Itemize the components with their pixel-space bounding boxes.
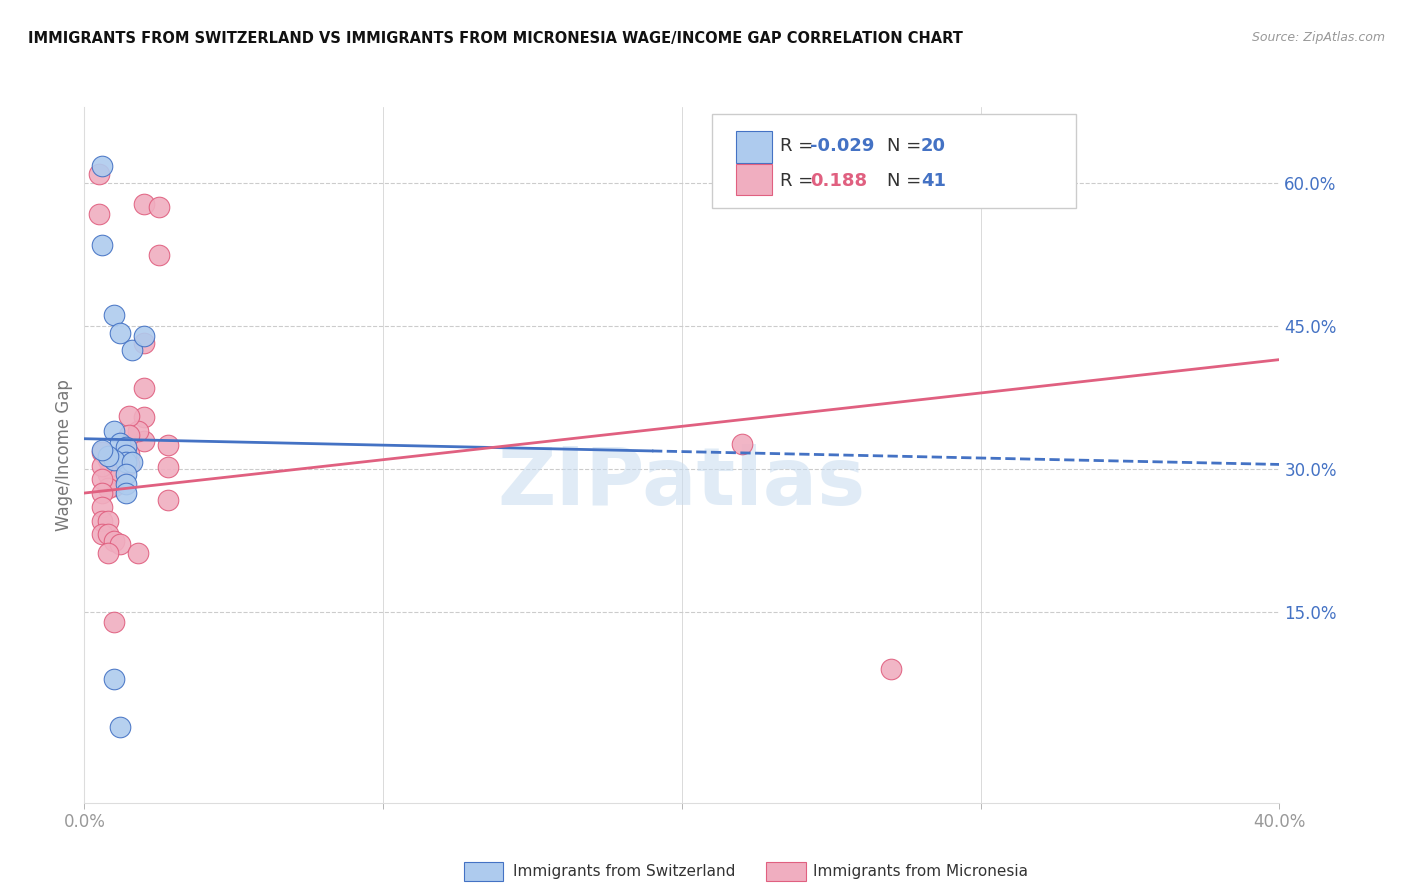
Point	[103, 479, 125, 493]
Point	[157, 492, 180, 507]
Point	[115, 486, 138, 500]
Point	[110, 450, 132, 465]
Point	[89, 207, 111, 221]
Text: -0.029: -0.029	[810, 136, 875, 155]
Point	[91, 445, 114, 459]
Point	[127, 546, 149, 560]
Text: Immigrants from Micronesia: Immigrants from Micronesia	[813, 864, 1028, 879]
Point	[731, 437, 754, 451]
Point	[91, 500, 114, 515]
Point	[103, 424, 125, 438]
Point	[110, 462, 132, 476]
Point	[110, 435, 132, 450]
Text: N =: N =	[887, 172, 928, 190]
Point	[110, 326, 132, 340]
Point	[132, 434, 156, 448]
Text: N =: N =	[887, 136, 928, 155]
Point	[127, 424, 149, 438]
Point	[103, 672, 125, 686]
Point	[103, 533, 125, 548]
Point	[115, 440, 138, 454]
Point	[110, 536, 132, 550]
Text: R =: R =	[780, 172, 818, 190]
Point	[110, 720, 132, 734]
Point	[132, 197, 156, 211]
Point	[91, 159, 114, 173]
Point	[132, 336, 156, 351]
Point	[97, 452, 120, 467]
FancyBboxPatch shape	[711, 114, 1077, 208]
Point	[103, 466, 125, 480]
Point	[118, 428, 141, 442]
Point	[97, 514, 120, 528]
Point	[132, 381, 156, 395]
Text: 0.188: 0.188	[810, 172, 868, 190]
Point	[97, 546, 120, 560]
Point	[91, 443, 114, 458]
Text: R =: R =	[780, 136, 818, 155]
Point	[97, 449, 120, 463]
Point	[97, 481, 120, 495]
Point	[115, 467, 138, 481]
Point	[115, 477, 138, 491]
Point	[103, 615, 125, 629]
Point	[103, 452, 125, 467]
Point	[121, 454, 143, 468]
Point	[115, 448, 138, 462]
Text: 41: 41	[921, 172, 946, 190]
Point	[91, 472, 114, 486]
Point	[91, 459, 114, 474]
Y-axis label: Wage/Income Gap: Wage/Income Gap	[55, 379, 73, 531]
Point	[103, 452, 125, 467]
Point	[132, 328, 156, 343]
Text: Immigrants from Switzerland: Immigrants from Switzerland	[513, 864, 735, 879]
Point	[115, 454, 138, 468]
FancyBboxPatch shape	[735, 131, 772, 162]
Point	[89, 167, 111, 181]
Point	[132, 409, 156, 424]
Text: IMMIGRANTS FROM SWITZERLAND VS IMMIGRANTS FROM MICRONESIA WAGE/INCOME GAP CORREL: IMMIGRANTS FROM SWITZERLAND VS IMMIGRANT…	[28, 31, 963, 46]
Point	[118, 409, 141, 423]
Point	[91, 514, 114, 528]
Point	[91, 527, 114, 541]
Point	[97, 467, 120, 481]
Point	[103, 308, 125, 322]
Text: 20: 20	[921, 136, 946, 155]
Text: ZIPatlas: ZIPatlas	[498, 443, 866, 522]
Point	[157, 460, 180, 475]
Text: Source: ZipAtlas.com: Source: ZipAtlas.com	[1251, 31, 1385, 45]
Point	[91, 486, 114, 500]
Point	[118, 447, 141, 461]
Point	[97, 527, 120, 541]
Point	[91, 238, 114, 252]
Point	[118, 458, 141, 472]
Point	[148, 200, 170, 214]
FancyBboxPatch shape	[735, 164, 772, 195]
Point	[157, 438, 180, 452]
Point	[880, 662, 903, 676]
Point	[148, 248, 170, 262]
Point	[121, 343, 143, 357]
